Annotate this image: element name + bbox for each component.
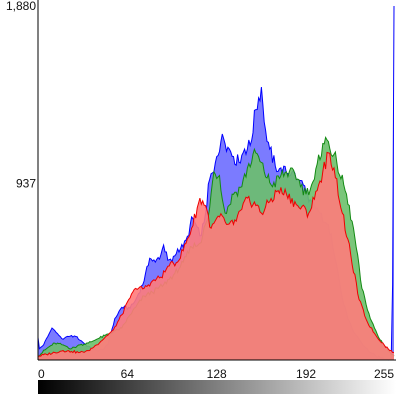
x-tick-label: 255 <box>374 367 394 381</box>
histogram-area-red <box>38 152 394 360</box>
y-tick-label: 1,880 <box>6 0 36 13</box>
y-tick-labels: 1,880 937 <box>6 0 36 191</box>
tonal-gradient-bar <box>38 380 396 394</box>
x-tick-label: 128 <box>207 367 227 381</box>
x-tick-label: 64 <box>121 367 135 381</box>
x-tick-label: 0 <box>38 367 45 381</box>
x-tick-label: 192 <box>296 367 316 381</box>
histogram-line-green <box>37 136 395 357</box>
y-tick-label: 937 <box>16 177 36 191</box>
x-tick-labels: 0 64 128 192 255 <box>38 367 394 381</box>
histogram-line-red <box>37 151 394 357</box>
series-layer <box>37 5 395 361</box>
